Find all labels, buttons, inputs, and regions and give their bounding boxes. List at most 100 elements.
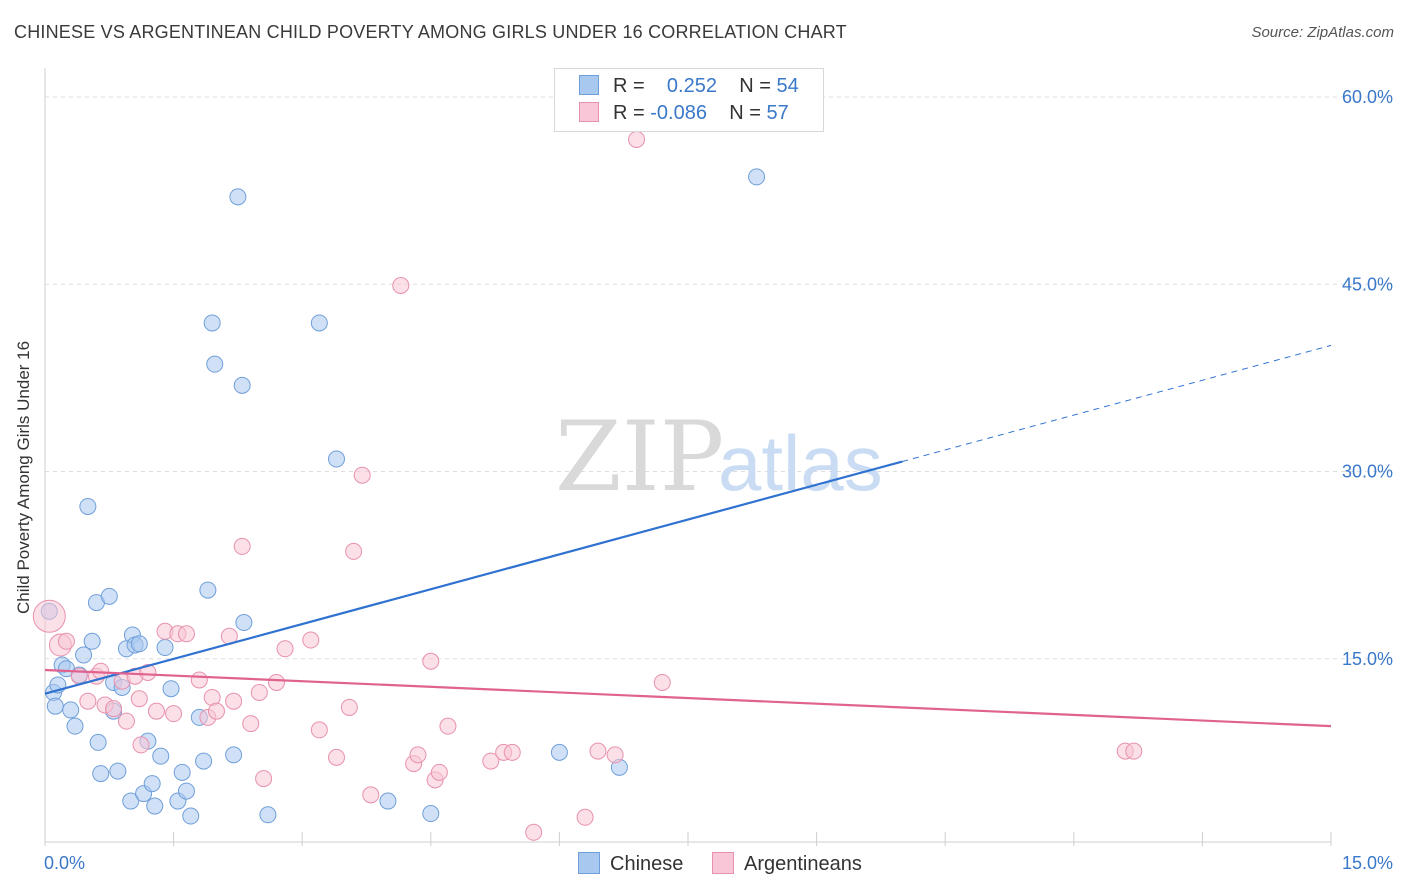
point-argentineans bbox=[310, 721, 328, 739]
point-chinese bbox=[327, 450, 345, 468]
legend-row-chinese: R = 0.252 N = 54 bbox=[579, 75, 799, 99]
point-chinese bbox=[130, 635, 148, 653]
point-argentineans bbox=[653, 673, 671, 691]
point-chinese bbox=[75, 646, 93, 664]
legend-item-argentineans: Argentineans bbox=[712, 852, 862, 876]
y-tick-label: 45.0% bbox=[1342, 274, 1393, 294]
legend-n-value-chinese: 54 bbox=[776, 75, 799, 97]
point-argentineans bbox=[345, 542, 363, 560]
legend-n-label: N = bbox=[729, 102, 761, 124]
point-chinese bbox=[206, 355, 224, 373]
point-argentineans bbox=[105, 700, 123, 718]
point-chinese bbox=[310, 314, 328, 332]
point-argentineans bbox=[32, 599, 66, 633]
point-chinese bbox=[173, 763, 191, 781]
point-argentineans bbox=[1125, 742, 1143, 760]
point-argentineans bbox=[392, 276, 410, 294]
point-argentineans bbox=[130, 690, 148, 708]
point-chinese bbox=[229, 188, 247, 206]
point-argentineans bbox=[139, 663, 157, 681]
legend-n-label: N = bbox=[739, 75, 771, 97]
point-chinese bbox=[66, 717, 84, 735]
point-argentineans bbox=[177, 625, 195, 643]
point-argentineans bbox=[589, 742, 607, 760]
point-argentineans bbox=[250, 683, 268, 701]
legend-swatch-chinese bbox=[578, 852, 600, 874]
point-argentineans bbox=[439, 717, 457, 735]
point-argentineans bbox=[362, 786, 380, 804]
point-argentineans bbox=[117, 712, 135, 730]
point-chinese bbox=[83, 632, 101, 650]
point-argentineans bbox=[302, 631, 320, 649]
legend-label-chinese: Chinese bbox=[610, 853, 684, 875]
legend-r-label: R = bbox=[613, 102, 645, 124]
point-chinese bbox=[379, 792, 397, 810]
legend-row-argentineans: R = -0.086 N = 57 bbox=[579, 102, 789, 126]
y-tick-label: 30.0% bbox=[1342, 462, 1393, 482]
point-argentineans bbox=[409, 746, 427, 764]
point-argentineans bbox=[430, 763, 448, 781]
point-chinese bbox=[162, 680, 180, 698]
point-argentineans bbox=[576, 808, 594, 826]
trend-line-chinese bbox=[44, 460, 903, 695]
source-label: Source: ZipAtlas.com bbox=[1251, 24, 1394, 41]
point-argentineans bbox=[242, 715, 260, 733]
point-argentineans bbox=[190, 671, 208, 689]
point-chinese bbox=[259, 806, 277, 824]
point-chinese bbox=[235, 614, 253, 632]
point-argentineans bbox=[422, 652, 440, 670]
point-argentineans bbox=[267, 673, 285, 691]
point-chinese bbox=[100, 587, 118, 605]
point-argentineans bbox=[165, 705, 183, 723]
point-chinese bbox=[233, 376, 251, 394]
legend-r-value-argentineans: -0.086 bbox=[650, 102, 707, 124]
point-argentineans bbox=[525, 823, 543, 841]
point-argentineans bbox=[225, 692, 243, 710]
legend-r-label: R = bbox=[613, 75, 645, 97]
watermark: ZIP atlas bbox=[555, 401, 883, 513]
point-chinese bbox=[225, 746, 243, 764]
series-chinese-points bbox=[40, 168, 766, 825]
y-axis-label-wrap: Child Poverty Among Girls Under 16 bbox=[14, 341, 34, 634]
point-argentineans bbox=[233, 537, 251, 555]
point-chinese bbox=[152, 747, 170, 765]
x-tick-label: 15.0% bbox=[1342, 853, 1393, 873]
legend-label-argentineans: Argentineans bbox=[744, 853, 862, 875]
y-axis-label: Child Poverty Among Girls Under 16 bbox=[14, 340, 33, 614]
legend-swatch-chinese bbox=[579, 75, 599, 95]
point-chinese bbox=[146, 797, 164, 815]
point-chinese bbox=[109, 762, 127, 780]
point-argentineans bbox=[606, 746, 624, 764]
point-chinese bbox=[748, 168, 766, 186]
legend-r-value-chinese: 0.252 bbox=[666, 75, 717, 97]
point-chinese bbox=[92, 765, 110, 783]
y-tick-label: 60.0% bbox=[1342, 87, 1393, 107]
axes bbox=[44, 68, 1332, 846]
point-chinese bbox=[422, 805, 440, 823]
point-chinese bbox=[143, 775, 161, 793]
legend-swatch-argentineans bbox=[712, 852, 734, 874]
trend-lines bbox=[44, 344, 1332, 728]
point-chinese bbox=[89, 733, 107, 751]
point-argentineans bbox=[147, 702, 165, 720]
point-argentineans bbox=[276, 640, 294, 658]
point-chinese bbox=[199, 581, 217, 599]
correlation-legend: R = 0.252 N = 54 R = -0.086 N = 57 bbox=[554, 68, 824, 132]
point-chinese bbox=[122, 792, 140, 810]
point-argentineans bbox=[132, 736, 150, 754]
point-argentineans bbox=[327, 748, 345, 766]
point-chinese bbox=[203, 314, 221, 332]
point-chinese bbox=[195, 752, 213, 770]
trend-line-argentineans bbox=[44, 668, 1332, 728]
point-argentineans bbox=[628, 130, 646, 148]
tick-labels: 15.0% 30.0% 45.0% 60.0% 0.0% 15.0% bbox=[44, 87, 1393, 873]
point-chinese bbox=[156, 639, 174, 657]
x-tick-label: 0.0% bbox=[44, 853, 85, 873]
point-argentineans bbox=[79, 692, 97, 710]
point-chinese bbox=[182, 807, 200, 825]
grid-lines bbox=[45, 96, 1392, 660]
watermark-atlas: atlas bbox=[718, 419, 883, 507]
point-argentineans bbox=[207, 702, 225, 720]
legend-swatch-argentineans bbox=[579, 102, 599, 122]
